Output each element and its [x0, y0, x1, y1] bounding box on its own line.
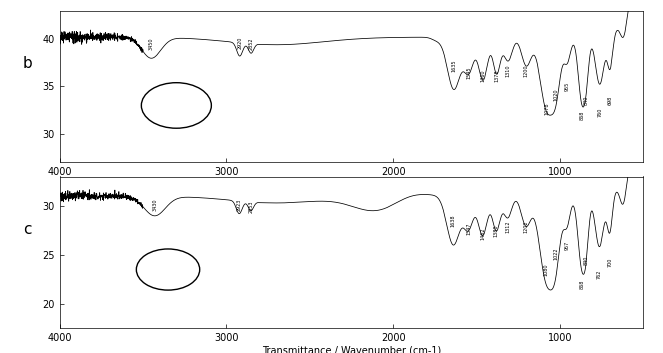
Text: 1200: 1200: [524, 65, 529, 77]
Text: 1380: 1380: [494, 225, 499, 237]
X-axis label: Transmittance / Wavenumber (cm-1): Transmittance / Wavenumber (cm-1): [262, 346, 441, 353]
Text: 3430: 3430: [152, 198, 157, 211]
Text: 1020: 1020: [554, 88, 559, 101]
Text: 840: 840: [584, 96, 589, 106]
Text: c: c: [23, 222, 32, 237]
Text: 840: 840: [584, 255, 589, 265]
Text: 2853: 2853: [249, 200, 253, 213]
Text: 1545: 1545: [466, 66, 471, 79]
Text: 2852: 2852: [249, 38, 253, 50]
Text: 698: 698: [607, 96, 613, 106]
Text: 700: 700: [607, 257, 612, 267]
Text: 3450: 3450: [149, 38, 154, 50]
Text: 1638: 1638: [451, 215, 456, 227]
Text: 955: 955: [565, 82, 570, 91]
Text: 1547: 1547: [466, 223, 471, 235]
Text: 2920: 2920: [237, 36, 242, 49]
X-axis label: Transmittance / Wavenumber (cm-1): Transmittance / Wavenumber (cm-1): [262, 180, 441, 190]
Text: 2923: 2923: [237, 198, 242, 211]
Text: 868: 868: [579, 280, 584, 289]
Text: 1202: 1202: [524, 221, 528, 233]
Text: 1378: 1378: [494, 69, 499, 82]
Text: b: b: [23, 56, 32, 71]
Text: 868: 868: [579, 110, 584, 120]
Text: 1635: 1635: [452, 60, 456, 72]
Text: 957: 957: [564, 241, 570, 250]
Text: 1312: 1312: [505, 221, 511, 233]
Text: 1462: 1462: [480, 228, 485, 240]
Text: 1310: 1310: [506, 65, 511, 77]
Text: 760: 760: [597, 107, 602, 117]
Text: 1022: 1022: [554, 247, 559, 260]
Text: 1080: 1080: [544, 264, 549, 276]
Text: 1078: 1078: [544, 102, 549, 115]
Text: 762: 762: [597, 270, 602, 279]
Text: 1460: 1460: [481, 69, 485, 82]
